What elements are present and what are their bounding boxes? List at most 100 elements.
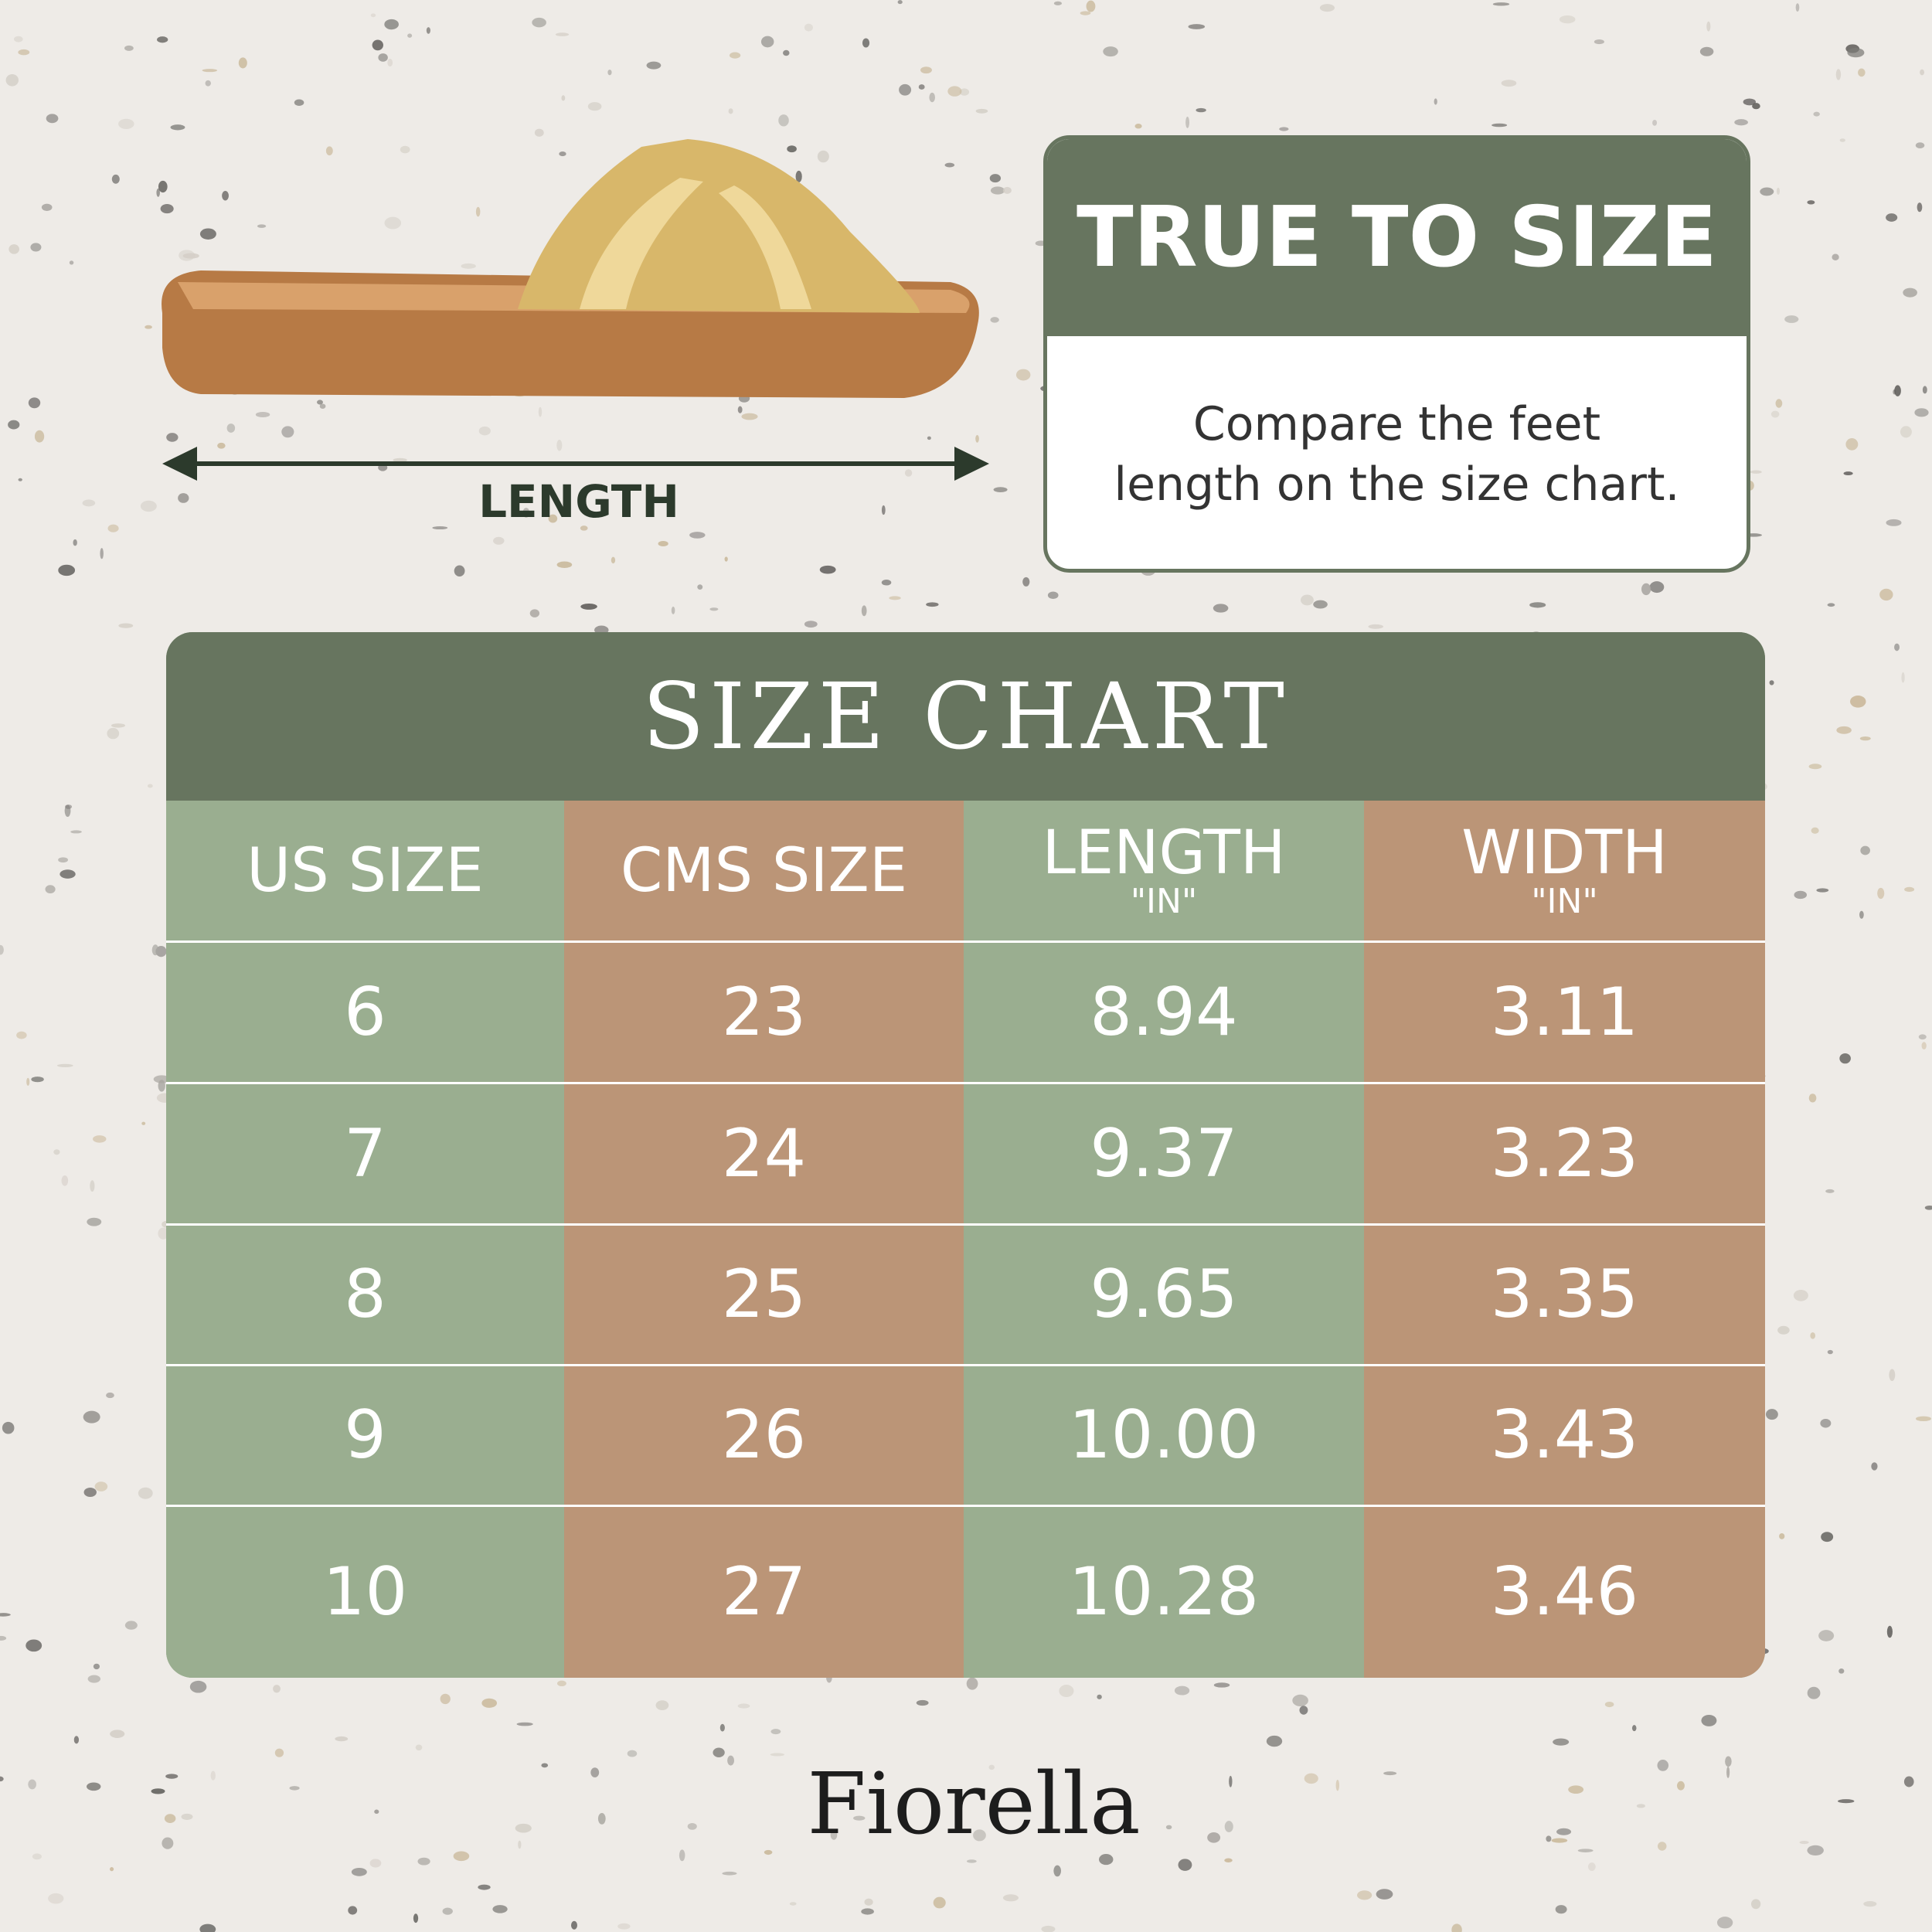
speckle [783,49,790,56]
speckle [46,114,59,124]
speckle [561,95,566,101]
speckle [106,1392,114,1399]
speckle [1676,1781,1685,1791]
row-divider [166,1505,1765,1507]
speckle [709,607,719,611]
speckle [861,605,867,617]
speckle [590,1767,600,1777]
speckle [862,38,870,48]
speckle [1097,1694,1102,1699]
speckle [817,150,829,163]
speckle [384,216,402,230]
speckle [926,602,939,607]
speckle [1877,887,1885,900]
speckle [1839,138,1845,142]
speckle [532,17,546,28]
table-cell: 3.46 [1490,1553,1639,1631]
speckle [1577,1849,1594,1852]
speckle [73,539,77,546]
speckle [1836,726,1852,734]
speckle [804,23,813,32]
speckle [1213,604,1229,613]
speckle [737,406,743,413]
speckle [1818,1630,1835,1641]
speckle [973,1829,986,1842]
true-to-size-card: TRUE TO SIZE Compare the feet length on … [1043,135,1750,573]
speckle [289,1786,300,1791]
speckle [580,526,588,531]
speckle [1886,213,1898,222]
speckle [179,250,195,261]
speckle [1636,1804,1645,1808]
speckle [881,579,892,586]
speckle [199,1923,216,1932]
speckle [374,1809,379,1815]
speckle [83,1488,97,1497]
speckle [1725,1756,1732,1767]
speckle [556,440,563,451]
speckle [1568,1785,1584,1794]
table-cell: 25 [721,1256,807,1333]
speckle [1553,1738,1570,1746]
speckle [607,70,612,76]
speckle [325,146,333,156]
speckle [158,1227,168,1240]
speckle [671,606,675,614]
speckle [372,39,383,51]
speckle [1631,1725,1637,1732]
speckle [929,92,935,103]
speckle [257,224,267,228]
speckle [151,1788,165,1794]
speckle [819,565,836,574]
speckle [226,423,236,433]
table-cell: 9.65 [1090,1256,1238,1333]
speckle [1304,1773,1318,1784]
speckle [1174,1685,1190,1696]
speckle [1313,600,1328,609]
table-cell: 24 [721,1114,807,1192]
table-cell: 3.35 [1490,1256,1639,1333]
speckle [387,59,393,67]
table-cell: 6 [344,973,386,1051]
speckle [679,1849,685,1862]
speckle [141,1121,146,1125]
speckle [1434,98,1437,105]
speckle [60,869,76,879]
speckle [107,727,120,740]
speckle [26,1639,43,1652]
speckle [1860,845,1870,855]
speckle [555,32,570,36]
speckle [1807,1686,1821,1699]
speckle [26,1077,30,1086]
speckle [1266,1735,1283,1747]
column-header: US SIZE [166,801,564,941]
speckle [158,180,168,193]
column-bg [1364,801,1765,1678]
speckle [1838,1799,1855,1804]
speckle [69,260,74,265]
speckle [481,1698,498,1708]
speckle [9,244,19,254]
speckle [93,1135,107,1143]
speckle [58,857,69,863]
speckle [1915,142,1925,148]
speckle [164,1814,176,1823]
speckle [61,1175,69,1186]
speckle [1886,1625,1893,1638]
speckle [611,556,616,564]
speckle [1699,46,1714,56]
speckle [988,1764,995,1770]
speckle [916,1699,929,1706]
speckle [1556,1828,1572,1835]
speckle [1041,1925,1056,1932]
speckle [1002,1894,1019,1902]
speckle [687,1823,697,1830]
speckle [1827,603,1835,607]
speckle [1559,15,1576,24]
speckle [1047,591,1059,600]
speckle [529,609,540,617]
chart-title: SIZE CHART [166,632,1765,801]
speckle [440,1693,451,1705]
column-bg [166,801,564,1678]
speckle [719,1723,725,1732]
